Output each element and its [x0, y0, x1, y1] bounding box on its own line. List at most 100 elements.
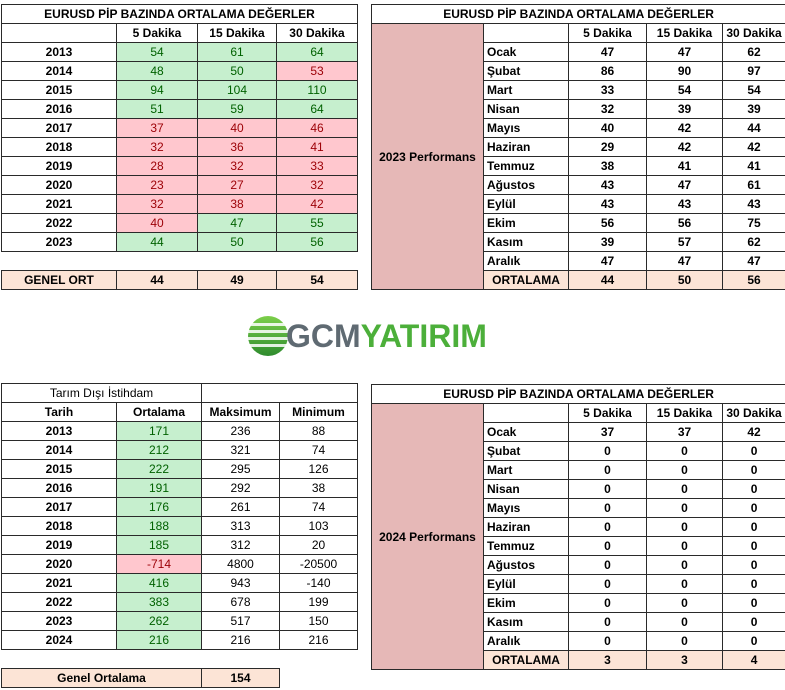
value-cell: 27 [197, 175, 277, 195]
value-cell: 57 [646, 232, 723, 252]
month-header-blank [483, 23, 569, 43]
column-header: 30 Dakika [721, 403, 785, 423]
table-row: Nisan 32 39 39 [372, 99, 785, 119]
table-row: 2018 188 313 103 [1, 516, 359, 536]
value-cell: 0 [721, 479, 785, 499]
column-header: 5 Dakika [116, 23, 198, 43]
value-cell: 36 [197, 137, 277, 157]
spacer-cell [198, 252, 277, 271]
year-label: 2022 [1, 213, 117, 233]
min-cell: 88 [279, 421, 359, 441]
title-row: EURUSD PİP BAZINDA ORTALAMA DEĞERLER [1, 4, 358, 24]
min-cell: -20500 [279, 554, 359, 574]
table-row: Ağustos 0 0 0 [372, 555, 785, 575]
max-cell: 517 [201, 611, 281, 631]
month-label: Eylül [483, 194, 569, 214]
value-cell: 42 [721, 422, 785, 442]
column-header: Minimum [279, 402, 359, 422]
perf-2023-table: EURUSD PİP BAZINDA ORTALAMA DEĞERLER 2023… [370, 4, 785, 290]
month-label: Nisan [483, 99, 569, 119]
table-row: 2015 94 104 110 [1, 80, 358, 100]
table-title: EURUSD PİP BAZINDA ORTALAMA DEĞERLER [370, 4, 785, 24]
month-label: Ağustos [483, 175, 569, 195]
value-cell: 0 [646, 593, 723, 613]
value-cell: 0 [568, 555, 647, 575]
max-cell: 4800 [201, 554, 281, 574]
value-cell: 23 [116, 175, 198, 195]
column-header: Maksimum [201, 402, 281, 422]
average-cell: 216 [115, 630, 203, 650]
table-row: 2021 32 38 42 [1, 194, 358, 214]
value-cell: 0 [721, 460, 785, 480]
month-label: Ocak [483, 422, 569, 442]
value-cell: 32 [568, 99, 647, 119]
value-cell: 64 [276, 99, 358, 119]
table-row: Ekim 56 56 75 [372, 213, 785, 233]
max-cell: 312 [201, 535, 281, 555]
value-cell: 42 [276, 194, 358, 214]
total-value: 50 [646, 270, 723, 290]
value-cell: 32 [116, 137, 198, 157]
max-cell: 295 [201, 459, 281, 479]
value-cell: 0 [646, 631, 723, 651]
table-row: Eylül 43 43 43 [372, 194, 785, 214]
month-label: Temmuz [483, 156, 569, 176]
column-header: Ortalama [115, 402, 203, 422]
year-label: 2023 [1, 232, 117, 252]
value-cell: 0 [568, 498, 647, 518]
total-row: ORTALAMA 3 3 4 [372, 650, 785, 670]
perf-side-label: 2023 Performans [371, 23, 484, 290]
spacer-cell [2, 650, 117, 669]
value-cell: 33 [568, 80, 647, 100]
total-value: 49 [197, 270, 277, 290]
value-cell: 0 [568, 441, 647, 461]
total-value: 54 [276, 270, 358, 290]
year-label: 2016 [1, 99, 117, 119]
year-label: 2024 [1, 630, 117, 650]
average-cell: 416 [115, 573, 203, 593]
value-cell: 0 [721, 612, 785, 632]
table-row: 2019 185 312 20 [1, 535, 359, 555]
value-cell: 51 [116, 99, 198, 119]
value-cell: 43 [646, 194, 723, 214]
total-label: GENEL ORT [1, 270, 117, 290]
min-cell: 74 [279, 497, 359, 517]
total-value: 3 [568, 650, 647, 670]
spacer-cell [277, 252, 358, 271]
year-label: 2016 [1, 478, 117, 498]
year-label: 2014 [1, 440, 117, 460]
header-row: Tarih Ortalama Maksimum Minimum [1, 402, 359, 422]
spacer-cell [2, 252, 117, 271]
year-label: 2022 [1, 592, 117, 612]
value-cell: 90 [646, 61, 723, 81]
column-header: 30 Dakika [276, 23, 358, 43]
table-row: 2013 54 61 64 [1, 42, 358, 62]
month-label: Ekim [483, 213, 569, 233]
value-cell: 0 [568, 479, 647, 499]
average-cell: 191 [115, 478, 203, 498]
value-cell: 0 [646, 441, 723, 461]
header-row: 5 Dakika 15 Dakika 30 Dakika [1, 23, 358, 43]
value-cell: 62 [721, 232, 785, 252]
year-label: 2015 [1, 80, 117, 100]
value-cell: 62 [721, 42, 785, 62]
table-title: EURUSD PİP BAZINDA ORTALAMA DEĞERLER [1, 4, 358, 24]
value-cell: 28 [116, 156, 198, 176]
nfp-table: Tarım Dışı İstihdam Tarih Ortalama Maksimum… [0, 383, 359, 688]
year-label: 2018 [1, 137, 117, 157]
min-cell: -140 [279, 573, 359, 593]
value-cell: 0 [721, 498, 785, 518]
table-row: Ocak 37 37 42 [372, 422, 785, 442]
value-cell: 0 [568, 593, 647, 613]
value-cell: 39 [721, 99, 785, 119]
month-label: Ocak [483, 42, 569, 62]
value-cell: 0 [568, 460, 647, 480]
table-row: 2017 176 261 74 [1, 497, 359, 517]
table-row: Temmuz 0 0 0 [372, 536, 785, 556]
table-row: Mayıs 0 0 0 [372, 498, 785, 518]
globe-icon [248, 316, 288, 356]
total-value: 4 [721, 650, 785, 670]
year-label: 2014 [1, 61, 117, 81]
column-header: 15 Dakika [646, 403, 723, 423]
table-row: Aralık 0 0 0 [372, 631, 785, 651]
